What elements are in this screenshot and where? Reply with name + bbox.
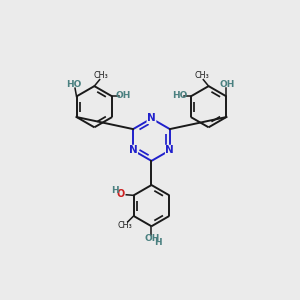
Text: N: N (166, 145, 174, 155)
Text: OH: OH (220, 80, 235, 89)
Text: OH: OH (116, 91, 131, 100)
Text: N: N (147, 113, 156, 124)
Text: H: H (112, 186, 119, 195)
Text: CH₃: CH₃ (94, 71, 108, 80)
Text: HO: HO (67, 80, 82, 89)
Text: O: O (116, 189, 124, 199)
Text: N: N (129, 145, 137, 155)
Text: H: H (154, 238, 162, 247)
Text: CH₃: CH₃ (195, 71, 209, 80)
Text: HO: HO (172, 91, 187, 100)
Text: CH₃: CH₃ (117, 221, 132, 230)
Text: OH: OH (145, 234, 160, 243)
